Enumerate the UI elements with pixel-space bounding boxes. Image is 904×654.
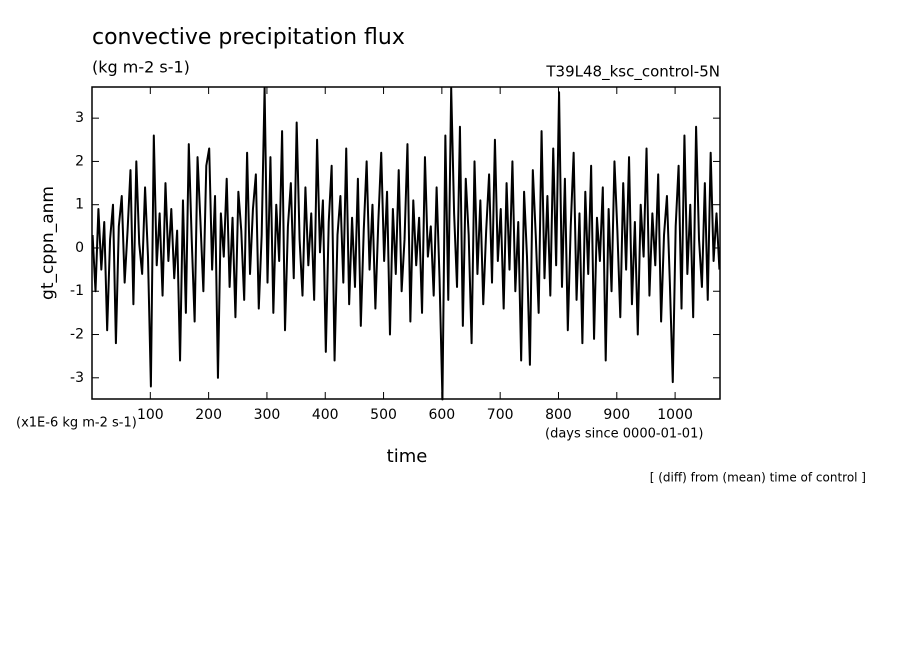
x-tick-label: 300	[254, 407, 281, 423]
y-axis-label: gt_cppn_anm	[38, 186, 58, 300]
x-tick-label: 500	[370, 407, 397, 423]
x-tick-label: 200	[195, 407, 222, 423]
y-tick-label: -1	[70, 283, 84, 299]
x-axis-label: time	[387, 446, 428, 467]
chart-title: convective precipitation flux	[92, 25, 405, 50]
x-tick-label: 800	[545, 407, 572, 423]
x-tick-label: 400	[312, 407, 339, 423]
chart-subtitle: (kg m-2 s-1)	[92, 58, 190, 77]
x-tick-label: 1000	[657, 407, 693, 423]
footer-note: [ (diff) from (mean) time of control ]	[650, 471, 866, 485]
data-line	[91, 86, 721, 401]
x-tick-label: 900	[603, 407, 630, 423]
x-tick-label: 600	[428, 407, 455, 423]
experiment-label: T39L48_ksc_control-5N	[545, 63, 720, 82]
x-unit: (days since 0000-01-01)	[545, 427, 703, 442]
y-unit: (x1E-6 kg m-2 s-1)	[16, 416, 137, 431]
y-tick-label: 3	[75, 110, 84, 126]
y-tick-label: -2	[70, 327, 84, 343]
y-tick-label: 2	[75, 153, 84, 169]
y-tick-label: 0	[75, 240, 84, 256]
y-tick-label: -3	[70, 370, 84, 386]
x-tick-label: 100	[137, 407, 164, 423]
y-tick-label: 1	[75, 197, 84, 213]
x-tick-label: 700	[487, 407, 514, 423]
